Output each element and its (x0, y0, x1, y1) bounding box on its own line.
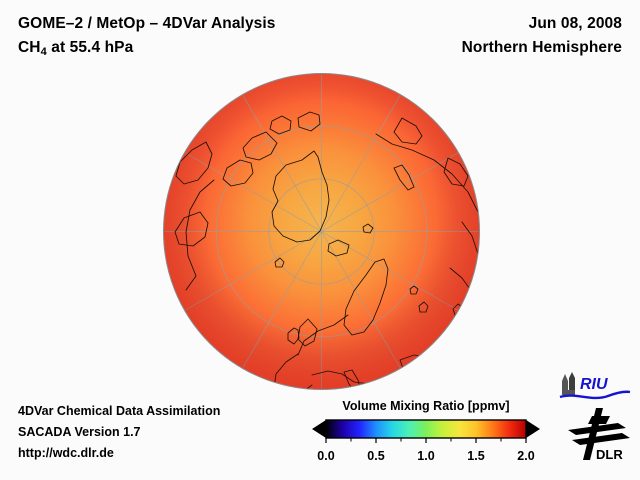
footer-line-3[interactable]: http://wdc.dlr.de (18, 446, 114, 460)
colorbar: Volume Mixing Ratio [ppmv] 0.0 0.5 1.0 1.5 2… (310, 399, 542, 466)
date-label: Jun 08, 2008 (528, 15, 622, 32)
dlr-wordmark: DLR (596, 447, 623, 462)
colorbar-extend-max-icon (526, 420, 540, 438)
header-left: GOME–2 / MetOp – 4DVar Analysis CH4 at 5… (18, 12, 276, 64)
colorbar-tick-labels: 0.0 0.5 1.0 1.5 2.0 (310, 449, 542, 466)
globe-limb-shading (163, 73, 480, 390)
species-pressure-label: CH4 at 55.4 hPa (18, 36, 276, 64)
dlr-logo: DLR (568, 408, 630, 462)
colorbar-tick-label: 2.0 (517, 449, 535, 463)
riu-tower-icon (562, 372, 575, 395)
footer-line-2: SACADA Version 1.7 (18, 425, 141, 439)
colorbar-scale (312, 419, 540, 443)
riu-logo: RIU (559, 372, 631, 400)
colorbar-ticks (325, 438, 527, 443)
figure-title: GOME–2 / MetOp – 4DVar Analysis (18, 15, 276, 32)
footer-text: 4DVar Chemical Data Assimilation SACADA … (18, 401, 220, 464)
colorbar-tick-label: 1.5 (467, 449, 485, 463)
colorbar-gradient (325, 419, 527, 439)
header-right: Jun 08, 2008 Northern Hemisphere (462, 12, 622, 60)
species-subscript: 4 (40, 46, 47, 58)
hemisphere-label: Northern Hemisphere (461, 39, 622, 56)
pressure-level: at 55.4 hPa (46, 39, 134, 56)
colorbar-tick-label: 1.0 (417, 449, 435, 463)
colorbar-tick-label: 0.0 (317, 449, 335, 463)
colorbar-title: Volume Mixing Ratio [ppmv] (342, 399, 510, 413)
footer-line-1: 4DVar Chemical Data Assimilation (18, 404, 221, 418)
globe-map (162, 72, 481, 391)
dlr-mark-icon (568, 408, 630, 460)
globe-outline (163, 73, 480, 390)
globe-svg (163, 73, 480, 390)
species-name: CH (18, 39, 41, 56)
riu-swoosh-icon (559, 390, 631, 400)
riu-wordmark: RIU (580, 376, 608, 393)
colorbar-extend-min-icon (312, 420, 326, 438)
colorbar-tick-label: 0.5 (367, 449, 385, 463)
